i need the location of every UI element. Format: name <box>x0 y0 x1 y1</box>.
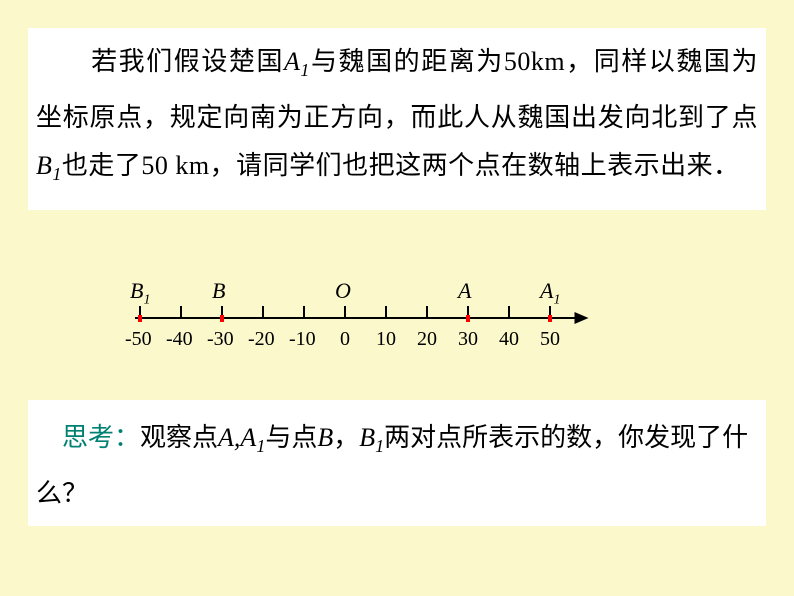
tick-label: -50 <box>125 328 152 351</box>
tick-label: 10 <box>376 328 396 351</box>
think-comma2: ， <box>333 423 359 452</box>
sub-1: 1 <box>300 60 310 80</box>
tick-label: 30 <box>458 328 478 351</box>
think-seg1: 观察点 <box>140 423 218 452</box>
tick-label: -40 <box>166 328 193 351</box>
seg1: 若我们假设楚国 <box>36 47 284 76</box>
think-A2: A <box>240 423 256 452</box>
var-A: A <box>284 47 300 76</box>
number-line-diagram: B1BOAA1 -50-40-30-20-1001020304050 <box>135 278 605 358</box>
tick-label: -20 <box>248 328 275 351</box>
tick-label: -30 <box>207 328 234 351</box>
think-panel: 思考：观察点A,A1与点B，B1两对点所表示的数，你发现了什么？ <box>28 400 766 526</box>
think-label: 思考： <box>36 423 140 452</box>
point-label: B <box>212 278 225 304</box>
sub-2: 1 <box>52 164 62 184</box>
point-label: O <box>335 278 351 304</box>
think-sub1: 1 <box>256 436 265 456</box>
seg3: 也走了50 km，请同学们也把这两个点在数轴上表示出来． <box>62 151 740 180</box>
tick-label: 50 <box>540 328 560 351</box>
think-B2: B <box>359 423 375 452</box>
main-paragraph: 若我们假设楚国A1与魏国的距离为50km，同样以魏国为坐标原点，规定向南为正方向… <box>36 38 758 198</box>
tick-labels-bottom: -50-40-30-20-1001020304050 <box>135 328 605 354</box>
tick-label: 0 <box>340 328 350 351</box>
think-paragraph: 思考：观察点A,A1与点B，B1两对点所表示的数，你发现了什么？ <box>36 414 758 518</box>
tick-label: 40 <box>499 328 519 351</box>
var-B: B <box>36 151 52 180</box>
think-A: A <box>218 423 234 452</box>
tick-label: 20 <box>417 328 437 351</box>
point-labels-top: B1BOAA1 <box>135 278 605 304</box>
think-seg2: 与点 <box>265 423 317 452</box>
think-B: B <box>317 423 333 452</box>
tick-label: -10 <box>289 328 316 351</box>
point-label: A <box>458 278 471 304</box>
main-paragraph-panel: 若我们假设楚国A1与魏国的距离为50km，同样以魏国为坐标原点，规定向南为正方向… <box>28 28 766 210</box>
think-sub2: 1 <box>375 436 384 456</box>
